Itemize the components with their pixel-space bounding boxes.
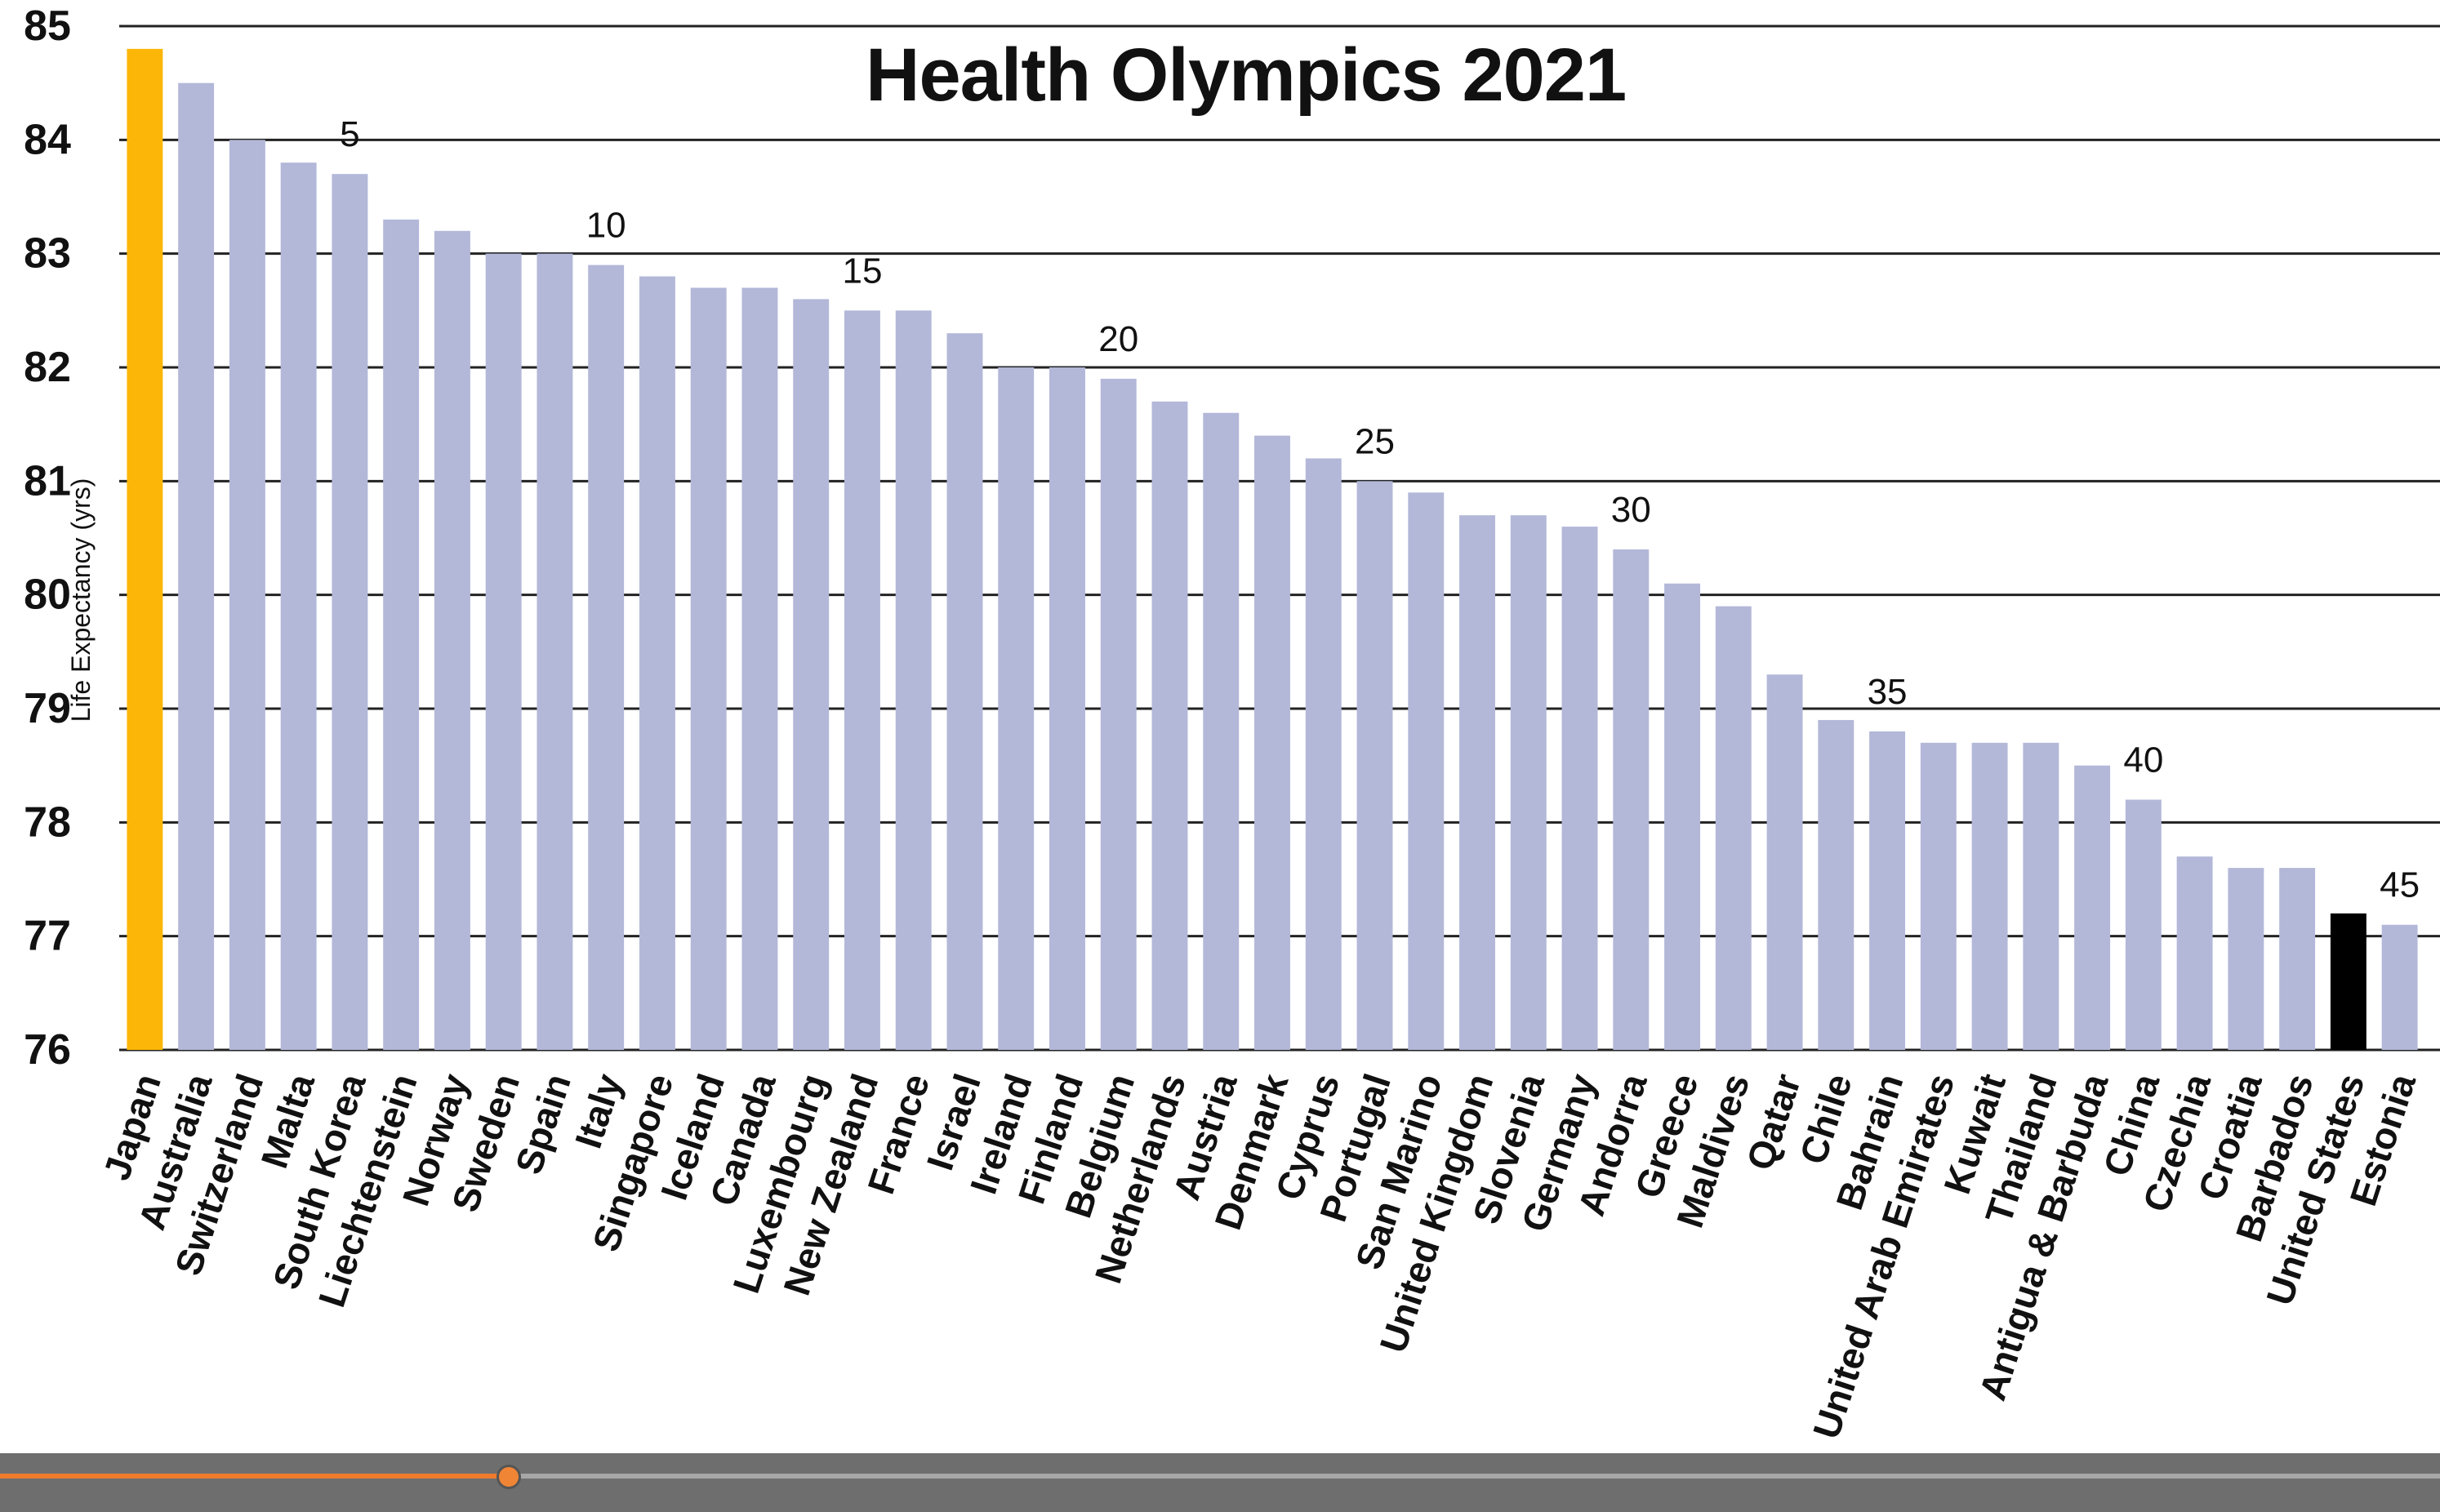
y-tick-label: 78	[24, 798, 71, 846]
y-tick-label: 81	[24, 457, 71, 505]
bar-chile	[1818, 719, 1854, 1050]
bar-san-marino	[1408, 492, 1445, 1050]
y-axis-label: Life Expectancy (yrs)	[66, 478, 96, 723]
bar-spain	[537, 253, 573, 1051]
progress-scrubber-handle[interactable]	[496, 1465, 521, 1489]
bar-germany	[1561, 527, 1598, 1050]
bar-thailand	[2023, 742, 2059, 1050]
bar-bahrain	[1869, 731, 1906, 1050]
y-axis-ticks: 76 77 78 79 80 81 82 83 84 85	[24, 2, 71, 1074]
bar-czechia	[2176, 856, 2213, 1050]
bar-south-korea	[332, 174, 368, 1051]
bar-portugal	[1356, 481, 1393, 1050]
bar-united-states	[2330, 913, 2367, 1050]
bar-liechtenstein	[383, 219, 420, 1050]
bar-switzerland	[229, 140, 265, 1050]
bar-antigua-barbuda	[2074, 765, 2111, 1050]
bar-australia	[178, 82, 215, 1051]
rank-label-25: 25	[1355, 421, 1395, 461]
bar-finland	[1049, 367, 1085, 1050]
rank-label-45: 45	[2380, 865, 2420, 905]
rank-label-5: 5	[340, 114, 359, 154]
bar-netherlands	[1151, 401, 1188, 1050]
bar-singapore	[639, 276, 675, 1050]
bars	[127, 48, 2418, 1051]
rank-label-35: 35	[1868, 672, 1908, 712]
y-tick-label: 82	[24, 344, 71, 391]
bar-estonia	[2381, 924, 2418, 1050]
bar-malta	[280, 162, 317, 1051]
bar-united-arab-emirates	[1920, 742, 1957, 1050]
bar-united-kingdom	[1459, 515, 1495, 1050]
y-tick-label: 83	[24, 230, 71, 278]
bar-barbados	[2279, 868, 2316, 1050]
bar-china	[2125, 799, 2162, 1050]
rank-label-15: 15	[842, 251, 882, 291]
rank-label-10: 10	[586, 206, 626, 246]
bar-italy	[588, 265, 625, 1051]
bar-belgium	[1100, 378, 1137, 1050]
bar-andorra	[1613, 549, 1650, 1050]
bar-sweden	[485, 253, 522, 1051]
progress-fill	[0, 1474, 508, 1479]
chart-area: 76 77 78 79 80 81 82 83 84 85 5 10 15 20 25 30 35 40 45 J…	[24, 2, 2440, 1444]
bar-new-zealand	[844, 310, 880, 1050]
bar-canada	[741, 287, 778, 1050]
y-tick-label: 79	[24, 685, 71, 732]
y-tick-label: 80	[24, 571, 71, 619]
bar-qatar	[1766, 674, 1803, 1050]
chart-title: Health Olympics 2021	[866, 33, 1627, 117]
bar-denmark	[1254, 435, 1290, 1050]
bar-luxembourg	[793, 299, 830, 1050]
bar-iceland	[690, 287, 727, 1050]
rank-label-20: 20	[1098, 319, 1138, 359]
bar-cyprus	[1305, 458, 1342, 1050]
bar-austria	[1203, 412, 1240, 1050]
bar-croatia	[2228, 868, 2264, 1050]
bar-norway	[434, 230, 470, 1050]
progress-track[interactable]	[0, 1465, 2440, 1489]
bar-israel	[946, 333, 983, 1050]
rank-label-30: 30	[1611, 490, 1651, 530]
bar-france	[895, 310, 932, 1050]
bar-chart: 76 77 78 79 80 81 82 83 84 85 5 10 15 20 25 30 35 40 45 J…	[24, 2, 2440, 1444]
video-player-controls	[0, 1453, 2440, 1512]
bar-maldives	[1715, 606, 1752, 1050]
rank-label-40: 40	[2123, 740, 2163, 780]
bar-japan	[127, 48, 163, 1050]
rank-labels: 5 10 15 20 25 30 35 40 45	[340, 114, 2420, 905]
bar-slovenia	[1510, 515, 1547, 1050]
y-tick-label: 76	[24, 1026, 71, 1074]
y-tick-label: 84	[24, 116, 71, 163]
bar-greece	[1664, 583, 1701, 1050]
y-tick-label: 77	[24, 913, 71, 960]
bar-ireland	[998, 367, 1035, 1050]
y-tick-label: 85	[24, 2, 71, 50]
bar-kuwait	[1971, 742, 2008, 1050]
